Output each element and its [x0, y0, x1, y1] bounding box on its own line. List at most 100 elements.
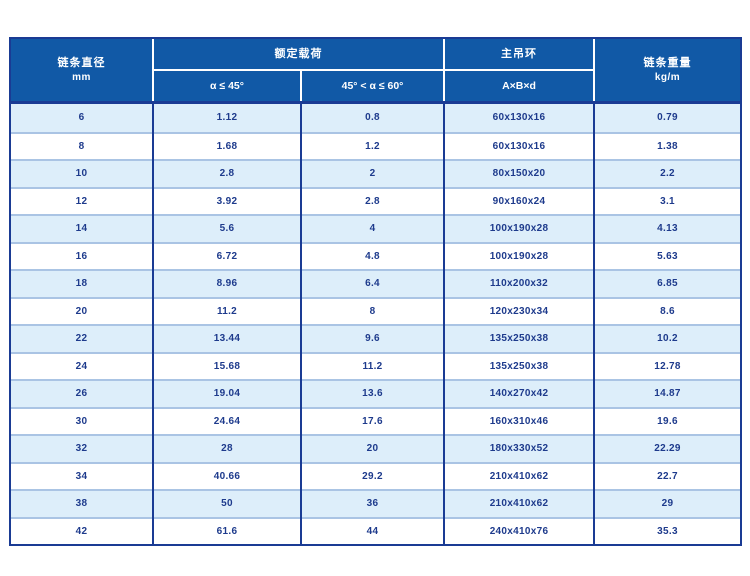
cell-ring: 100x190x28	[445, 241, 593, 269]
cell-diameter: 18	[11, 269, 152, 297]
cell-diameter: 26	[11, 379, 152, 407]
cell-load_a60: 4	[302, 214, 443, 242]
header-angle-under-45: α ≤ 45°	[154, 71, 300, 101]
cell-ring: 240x410x76	[445, 516, 593, 544]
header-chain-diameter-unit: mm	[72, 71, 91, 83]
cell-weight: 12.78	[595, 351, 740, 379]
cell-load_a45: 40.66	[154, 461, 300, 489]
cell-weight: 3.1	[595, 186, 740, 214]
header-chain-diameter: 链条直径 mm	[11, 39, 152, 101]
cell-load_a60: 13.6	[302, 379, 443, 407]
cell-ring: 110x200x32	[445, 269, 593, 297]
cell-weight: 29	[595, 489, 740, 517]
cell-load_a60: 6.4	[302, 269, 443, 297]
cell-diameter: 42	[11, 516, 152, 544]
cell-load_a45: 24.64	[154, 406, 300, 434]
header-chain-weight-unit: kg/m	[654, 71, 681, 83]
header-main-ring-label: 主吊环	[501, 47, 537, 60]
cell-weight: 8.6	[595, 296, 740, 324]
cell-weight: 0.79	[595, 104, 740, 132]
cell-diameter: 38	[11, 489, 152, 517]
cell-load_a45: 1.68	[154, 131, 300, 159]
cell-load_a60: 36	[302, 489, 443, 517]
cell-weight: 22.7	[595, 461, 740, 489]
header-angle-under-45-label: α ≤ 45°	[210, 79, 244, 92]
cell-ring: 140x270x42	[445, 379, 593, 407]
cell-load_a45: 50	[154, 489, 300, 517]
cell-load_a60: 0.8	[302, 104, 443, 132]
cell-ring: 210x410x62	[445, 489, 593, 517]
cell-weight: 19.6	[595, 406, 740, 434]
cell-diameter: 20	[11, 296, 152, 324]
cell-load_a45: 6.72	[154, 241, 300, 269]
header-ring-dimensions-label: A×B×d	[502, 79, 536, 92]
cell-weight: 4.13	[595, 214, 740, 242]
cell-ring: 100x190x28	[445, 214, 593, 242]
cell-load_a60: 8	[302, 296, 443, 324]
cell-load_a45: 61.6	[154, 516, 300, 544]
cell-ring: 60x130x16	[445, 104, 593, 132]
chain-spec-table: 链条直径 mm 额定载荷 主吊环 链条重量 kg/m α ≤ 45° 45° <…	[9, 37, 742, 546]
header-chain-weight-label: 链条重量	[643, 56, 692, 69]
header-chain-weight: 链条重量 kg/m	[595, 39, 740, 101]
cell-load_a45: 3.92	[154, 186, 300, 214]
cell-weight: 6.85	[595, 269, 740, 297]
cell-load_a45: 8.96	[154, 269, 300, 297]
cell-ring: 80x150x20	[445, 159, 593, 187]
header-ring-dimensions: A×B×d	[445, 71, 593, 101]
cell-load_a60: 2.8	[302, 186, 443, 214]
header-main-ring: 主吊环	[445, 39, 593, 69]
header-chain-diameter-label: 链条直径	[57, 56, 106, 69]
cell-load_a45: 11.2	[154, 296, 300, 324]
header-angle-45-to-60: 45° < α ≤ 60°	[302, 71, 443, 101]
cell-load_a60: 11.2	[302, 351, 443, 379]
cell-diameter: 14	[11, 214, 152, 242]
cell-ring: 60x130x16	[445, 131, 593, 159]
header-rated-load-label: 额定载荷	[274, 47, 323, 60]
cell-diameter: 30	[11, 406, 152, 434]
cell-ring: 135x250x38	[445, 324, 593, 352]
cell-load_a60: 2	[302, 159, 443, 187]
cell-diameter: 6	[11, 104, 152, 132]
cell-diameter: 32	[11, 434, 152, 462]
header-angle-45-to-60-label: 45° < α ≤ 60°	[341, 79, 404, 92]
cell-diameter: 8	[11, 131, 152, 159]
cell-load_a60: 1.2	[302, 131, 443, 159]
cell-load_a45: 13.44	[154, 324, 300, 352]
cell-weight: 1.38	[595, 131, 740, 159]
table-body: 6 1.12 0.8 60x130x16 0.79 8 1.68 1.2 60x130x16 1.…	[11, 101, 740, 544]
cell-diameter: 10	[11, 159, 152, 187]
header-rated-load: 额定载荷	[154, 39, 443, 69]
cell-diameter: 24	[11, 351, 152, 379]
cell-load_a45: 19.04	[154, 379, 300, 407]
cell-load_a45: 15.68	[154, 351, 300, 379]
cell-load_a45: 1.12	[154, 104, 300, 132]
cell-ring: 210x410x62	[445, 461, 593, 489]
cell-ring: 120x230x34	[445, 296, 593, 324]
cell-load_a60: 9.6	[302, 324, 443, 352]
cell-load_a60: 17.6	[302, 406, 443, 434]
cell-load_a60: 29.2	[302, 461, 443, 489]
cell-load_a45: 5.6	[154, 214, 300, 242]
cell-weight: 35.3	[595, 516, 740, 544]
table-header: 链条直径 mm 额定载荷 主吊环 链条重量 kg/m α ≤ 45° 45° <…	[11, 39, 740, 101]
cell-diameter: 22	[11, 324, 152, 352]
cell-weight: 14.87	[595, 379, 740, 407]
cell-load_a60: 4.8	[302, 241, 443, 269]
cell-diameter: 16	[11, 241, 152, 269]
cell-weight: 5.63	[595, 241, 740, 269]
cell-ring: 135x250x38	[445, 351, 593, 379]
cell-diameter: 12	[11, 186, 152, 214]
cell-diameter: 34	[11, 461, 152, 489]
cell-weight: 22.29	[595, 434, 740, 462]
cell-weight: 10.2	[595, 324, 740, 352]
cell-load_a60: 20	[302, 434, 443, 462]
cell-load_a45: 2.8	[154, 159, 300, 187]
cell-ring: 90x160x24	[445, 186, 593, 214]
cell-ring: 180x330x52	[445, 434, 593, 462]
cell-ring: 160x310x46	[445, 406, 593, 434]
cell-load_a60: 44	[302, 516, 443, 544]
cell-weight: 2.2	[595, 159, 740, 187]
cell-load_a45: 28	[154, 434, 300, 462]
